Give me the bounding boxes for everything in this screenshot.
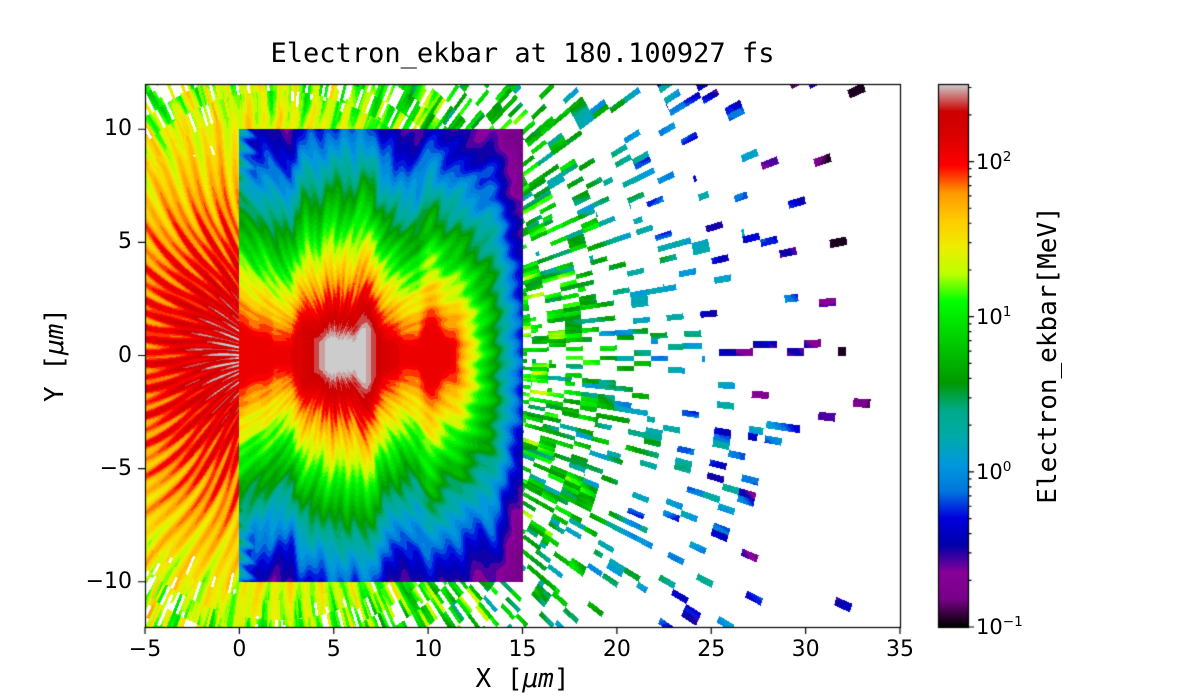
x-tick-label: 35 <box>886 637 914 662</box>
y-tick-label: 0 <box>118 342 132 368</box>
y-tick-label: −10 <box>85 568 132 594</box>
colorbar-label: Electron_ekbar[MeV] <box>1033 206 1063 504</box>
x-tick-label: 25 <box>697 637 726 662</box>
y-axis-label: Y [μm] <box>40 308 70 402</box>
y-tick-label: 5 <box>118 229 132 255</box>
x-axis-label: X [μm] <box>145 664 900 694</box>
y-tick-label: −5 <box>99 455 132 481</box>
colorbar-tick-label: 102 <box>976 148 1012 174</box>
x-tick-label: 5 <box>326 637 341 662</box>
y-tick-label: 10 <box>104 116 132 142</box>
x-axis-label-suffix: ] <box>553 664 570 694</box>
x-axis-label-prefix: X [ <box>475 664 523 694</box>
x-tick-label: 20 <box>602 637 631 662</box>
y-axis-label-unit: μm <box>40 323 70 355</box>
y-axis-label-prefix: Y [ <box>40 355 70 402</box>
x-tick-label: 10 <box>414 637 443 662</box>
x-tick-label: 30 <box>791 637 820 662</box>
colorbar-tick-label: 100 <box>976 458 1012 484</box>
y-axis-label-suffix: ] <box>40 308 70 324</box>
x-tick-label: 15 <box>508 637 537 662</box>
colorbar-tick-label: 10−1 <box>976 613 1023 639</box>
x-axis-label-unit: μm <box>522 664 554 694</box>
x-tick-label: −5 <box>128 637 162 662</box>
colorbar-tick-label: 101 <box>976 303 1012 329</box>
x-tick-label: 0 <box>232 637 247 662</box>
chart-title: Electron_ekbar at 180.100927 fs <box>270 38 775 69</box>
